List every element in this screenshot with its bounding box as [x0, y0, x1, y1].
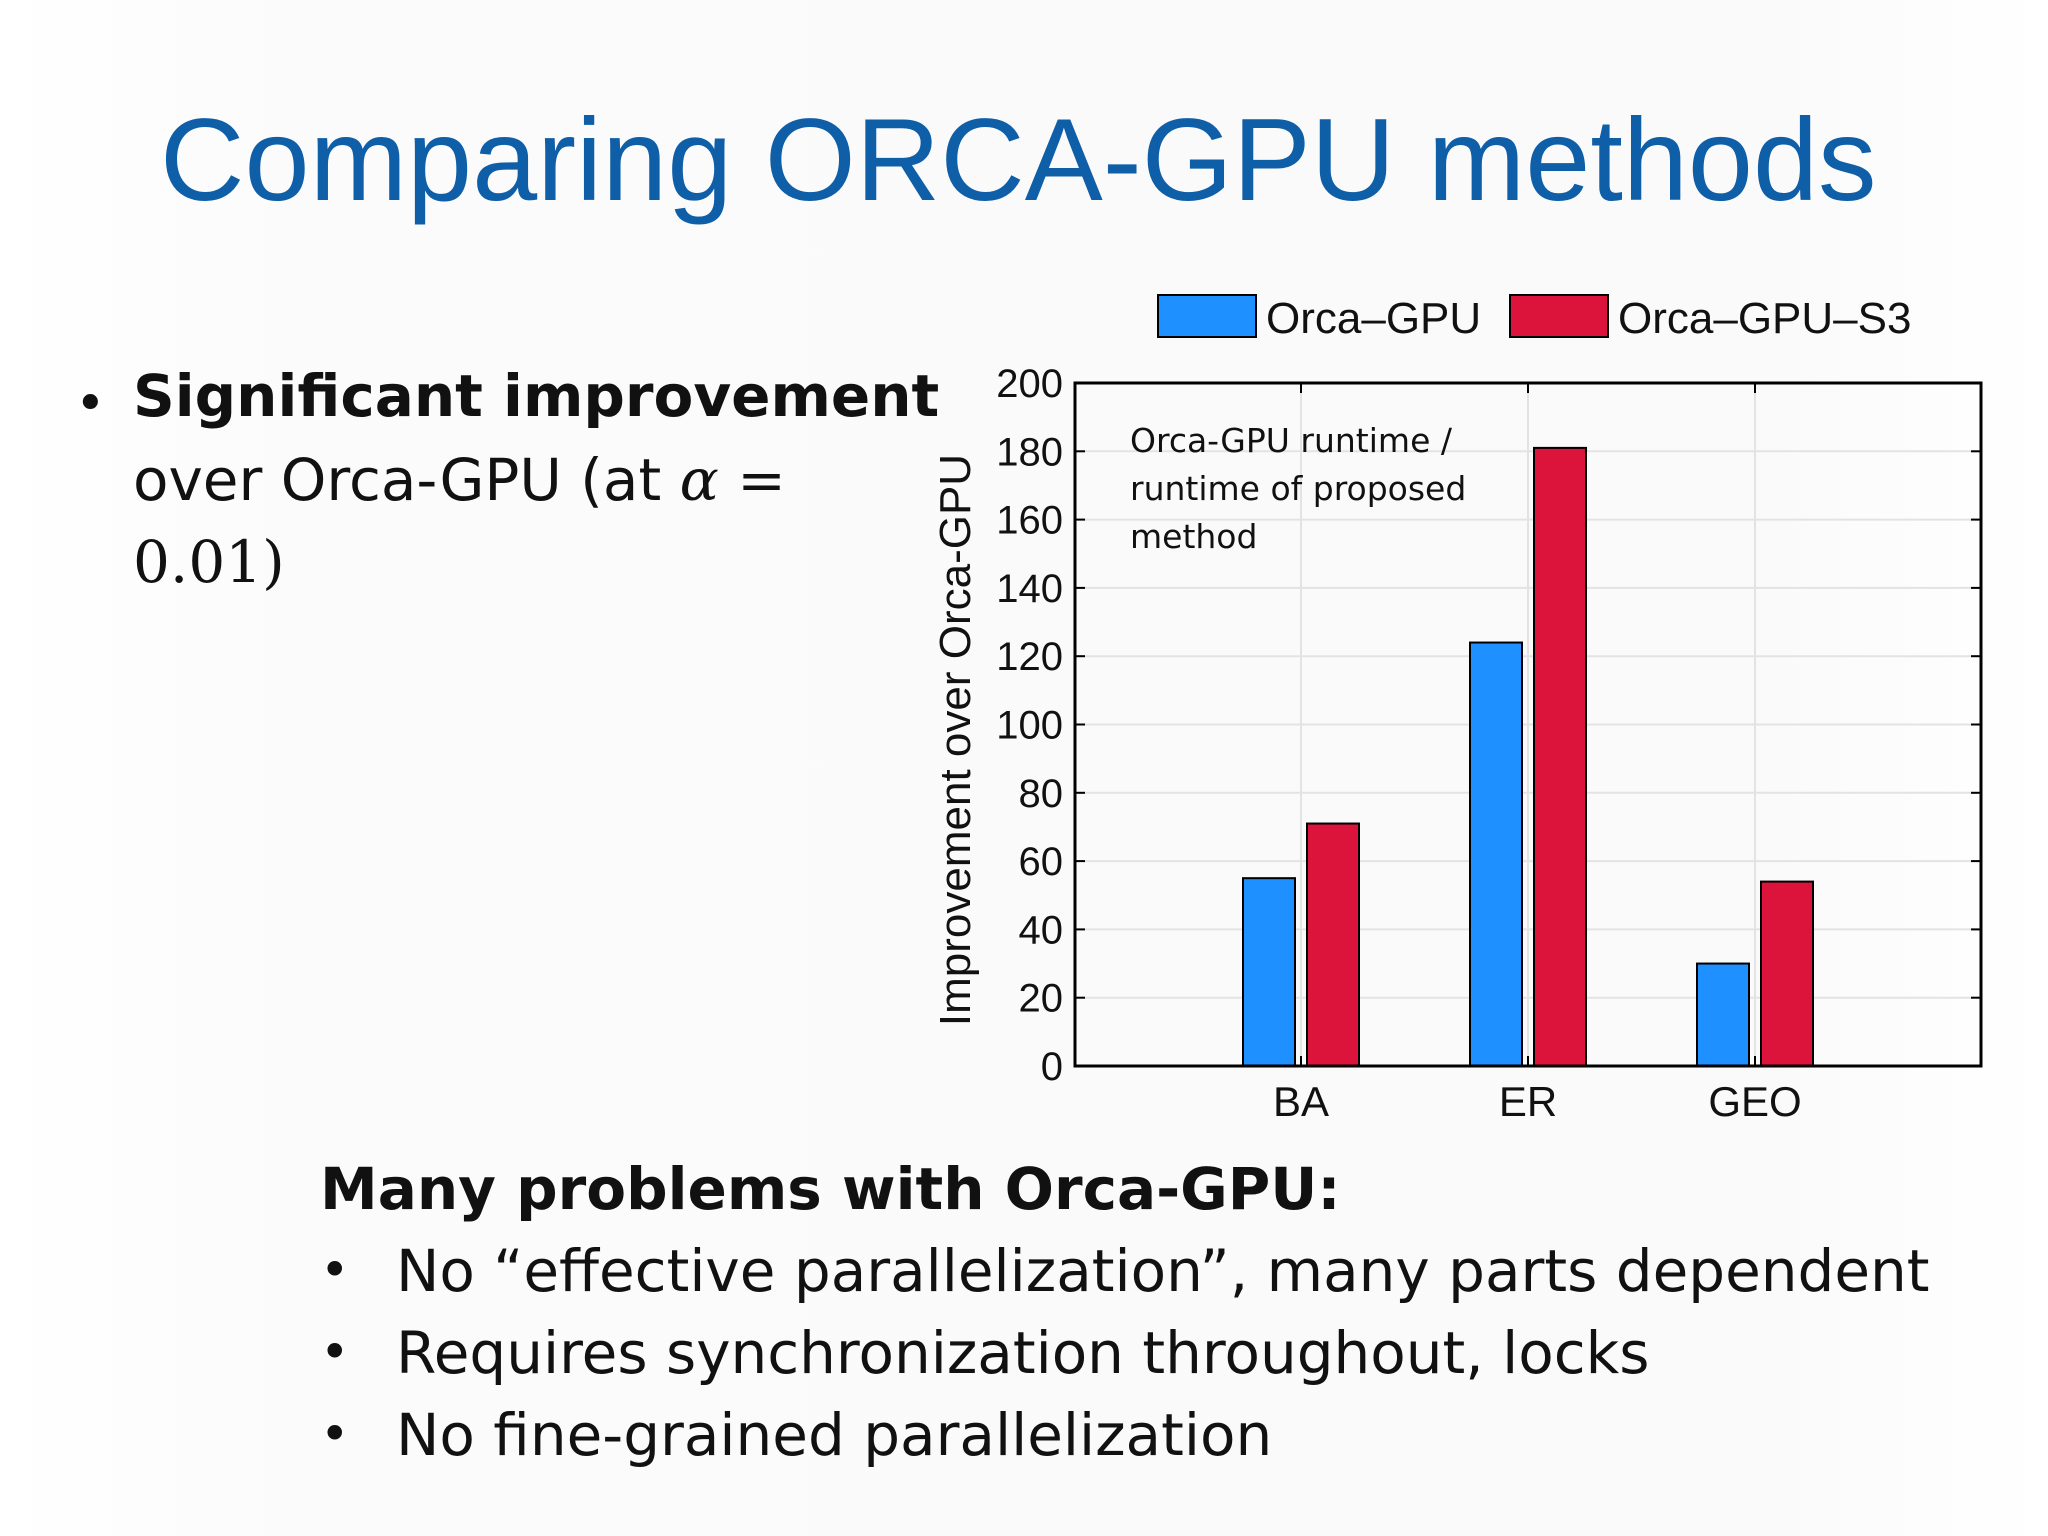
legend: Orca–GPU Orca–GPU–S3 [1157, 294, 1911, 343]
annotation-line-2: runtime of proposed [1130, 469, 1466, 508]
legend-swatch-orca-gpu [1157, 294, 1257, 338]
legend-swatch-orca-gpu-s3 [1509, 294, 1609, 338]
y-tick-label: 20 [1019, 977, 1064, 1021]
x-tick-label: ER [1499, 1078, 1557, 1125]
bars [1242, 446, 1814, 1068]
bullet-dot: • [320, 1405, 350, 1463]
y-tick-label: 160 [996, 499, 1063, 543]
legend-label-orca-gpu-s3: Orca–GPU–S3 [1618, 294, 1911, 343]
y-tick-label: 80 [1019, 772, 1064, 816]
y-axis-label: Improvement over Orca-GPU [931, 454, 980, 1026]
y-tick-label: 40 [1019, 908, 1064, 952]
bullet-line-2: over Orca-GPU (at α = [133, 446, 786, 514]
x-tick-label: GEO [1708, 1078, 1801, 1125]
chart-annotation: Orca-GPU runtime / runtime of proposed m… [1130, 421, 1466, 556]
y-tick-label: 120 [996, 635, 1063, 679]
x-tick-labels: BA ER GEO [1273, 1078, 1802, 1125]
y-tick-label: 0 [1041, 1045, 1063, 1089]
y-tick-label: 100 [996, 704, 1063, 748]
tick-marks [1075, 382, 1981, 1067]
bar-ba-series-1 [1242, 877, 1296, 1067]
bullet-dot: • [320, 1323, 350, 1381]
grid-lines [1075, 383, 1981, 1066]
bullet-line-2-text: over Orca-GPU (at [133, 446, 680, 514]
bullet-dot: • [320, 1241, 350, 1299]
problem-text: No fine-grained parallelization [396, 1401, 1273, 1469]
bar-chart: 0 20 40 60 80 100 120 140 160 180 200 BA ER GEO Impr… [931, 294, 1983, 1125]
problem-text: No “effective parallelization”, many par… [396, 1237, 1930, 1305]
y-tick-label: 60 [1019, 840, 1064, 884]
problems-heading: Many problems with Orca-GPU: [320, 1155, 1341, 1223]
y-tick-label: 200 [996, 362, 1063, 406]
x-tick-label: BA [1273, 1078, 1329, 1125]
slide-title: Comparing ORCA-GPU methods [160, 94, 1877, 225]
alpha-symbol: α [679, 446, 719, 514]
bullet-strong-text: Significant improvement [133, 362, 940, 430]
bar-er-series-2 [1533, 446, 1587, 1067]
bar-ba-series-2 [1306, 822, 1360, 1067]
problem-text: Requires synchronization throughout, loc… [396, 1319, 1650, 1387]
y-tick-label: 140 [996, 567, 1063, 611]
y-tick-labels: 0 20 40 60 80 100 120 140 160 180 200 [996, 362, 1063, 1089]
annotation-line-3: method [1130, 517, 1257, 556]
bar-er-series-1 [1469, 641, 1523, 1067]
bullet-line-3: 0.01) [133, 528, 285, 596]
bullet-dot: • [75, 374, 106, 434]
y-tick-label: 180 [996, 430, 1063, 474]
equals-sign: = [718, 446, 786, 514]
bar-geo-series-2 [1760, 880, 1814, 1068]
legend-label-orca-gpu: Orca–GPU [1266, 294, 1481, 343]
bar-geo-series-1 [1696, 962, 1750, 1067]
annotation-line-1: Orca-GPU runtime / [1130, 421, 1453, 460]
